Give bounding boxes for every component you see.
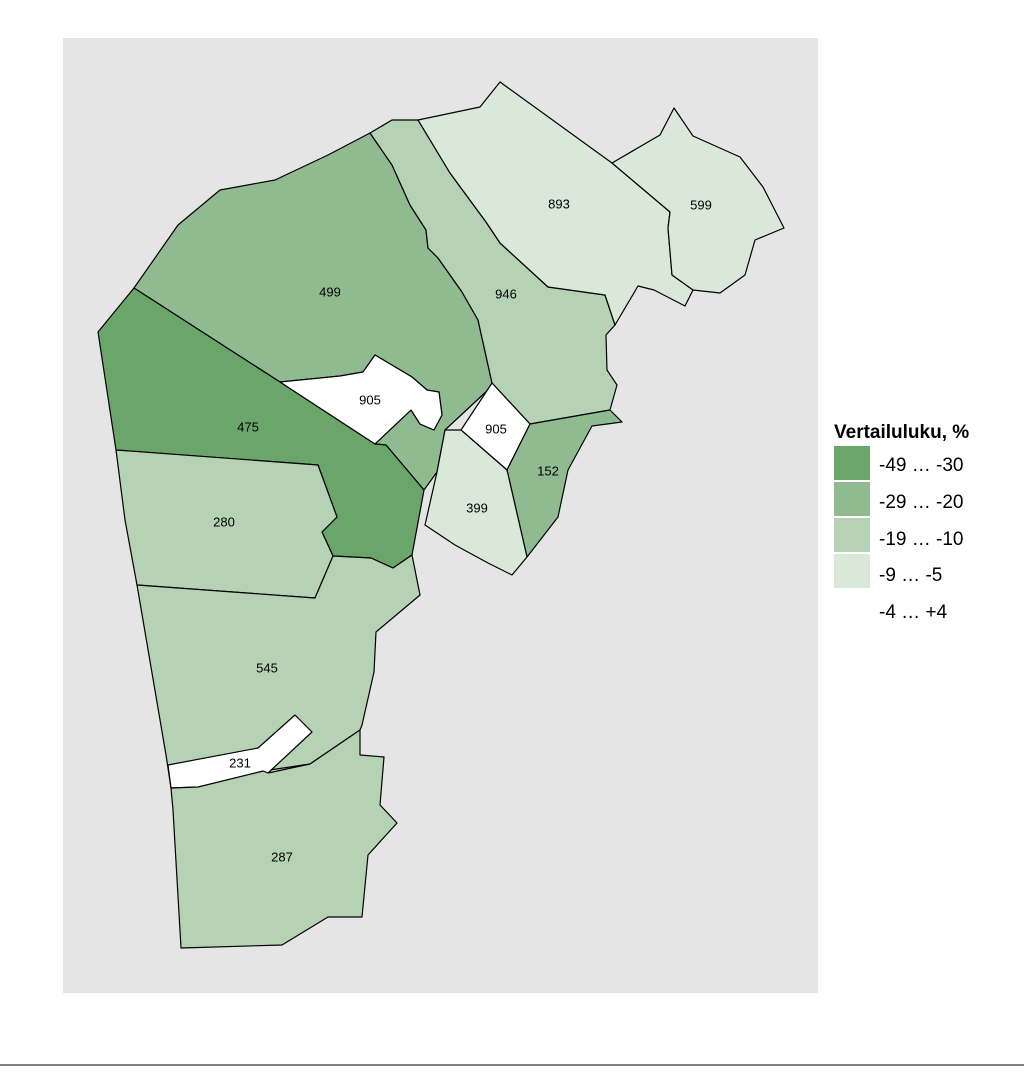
region-label-946: 946 [495, 286, 517, 301]
legend-label-3: -9 … -5 [879, 565, 942, 586]
legend-swatch-3 [834, 554, 870, 588]
region-905-west [279, 354, 443, 445]
legend-swatch-1 [834, 482, 870, 516]
region-label-499: 499 [319, 284, 341, 299]
region-label-599: 599 [690, 197, 712, 212]
region-label-399: 399 [466, 500, 488, 515]
region-287 [170, 729, 398, 949]
region-893 [417, 81, 694, 326]
legend-swatch-2 [834, 518, 870, 552]
region-label-152: 152 [537, 463, 559, 478]
legend-label-0: -49 … -30 [879, 455, 963, 476]
legend-label-2: -19 … -10 [879, 529, 963, 550]
region-label-545: 545 [256, 660, 278, 675]
region-label-475: 475 [237, 419, 259, 434]
legend-swatch-0 [834, 446, 870, 480]
region-layer [97, 81, 785, 949]
region-599 [611, 107, 785, 294]
region-label-280: 280 [213, 514, 235, 529]
legend: Vertailuluku, % -49 … -30 -29 … -20 -19 … [834, 422, 969, 624]
region-label-layer: 499 475 905 946 893 599 905 152 399 280 … [213, 196, 712, 864]
legend-label-1: -29 … -20 [879, 492, 963, 513]
legend-label-4: -4 … +4 [879, 602, 948, 623]
legend-swatch-4 [834, 590, 870, 624]
region-label-231: 231 [229, 755, 251, 770]
region-399 [424, 429, 528, 576]
region-label-905-east: 905 [485, 421, 507, 436]
legend-title: Vertailuluku, % [834, 422, 969, 443]
region-label-905-west: 905 [359, 392, 381, 407]
region-label-287: 287 [271, 849, 293, 864]
region-label-893: 893 [548, 196, 570, 211]
